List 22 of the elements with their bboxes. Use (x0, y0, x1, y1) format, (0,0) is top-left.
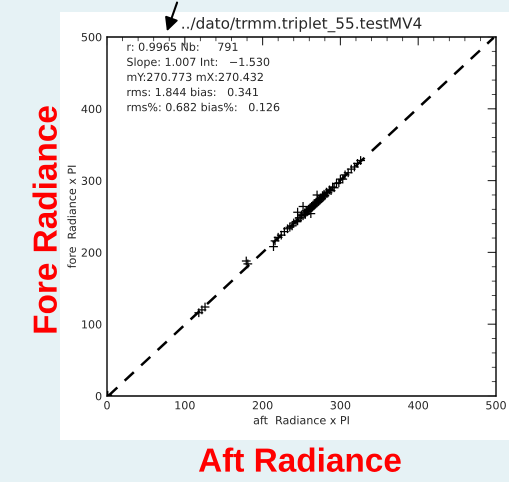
x-tick-label: 200 (252, 401, 272, 410)
y-tick-label: 200 (82, 248, 102, 257)
y-tick-label: 0 (96, 392, 102, 400)
x-tick-label: 0 (104, 401, 110, 410)
text: Fore Radiance (32, 106, 57, 333)
x-tick-label: 400 (408, 401, 428, 410)
annotation: mY:270.773 mX:270.432 (127, 72, 263, 82)
annotation: r: 0.9965 Nb: 791 (127, 42, 238, 51)
x-tick-label: 500 (486, 401, 506, 410)
y-tick-label: 100 (82, 320, 102, 329)
x-axis-title: aft Radiance x PI (254, 416, 349, 424)
y-axis-title: fore Radiance x PI (67, 166, 76, 268)
x-tick-label: 100 (175, 401, 195, 410)
annotation: rms%: 0.682 bias%: 0.126 (127, 102, 280, 112)
y-tick-label: 300 (82, 176, 102, 185)
chart-title: ../dato/trmm.triplet_55.testMV4 (182, 17, 422, 32)
x-tick-label: 300 (330, 401, 350, 410)
annotation: Slope: 1.007 Int: −1.530 (127, 57, 270, 68)
y-tick-label: 400 (81, 104, 102, 114)
y-tick-label: 500 (82, 32, 102, 42)
text: Aft Radiance (198, 447, 401, 472)
annotation: rms: 1.844 bias: 0.341 (127, 88, 258, 96)
